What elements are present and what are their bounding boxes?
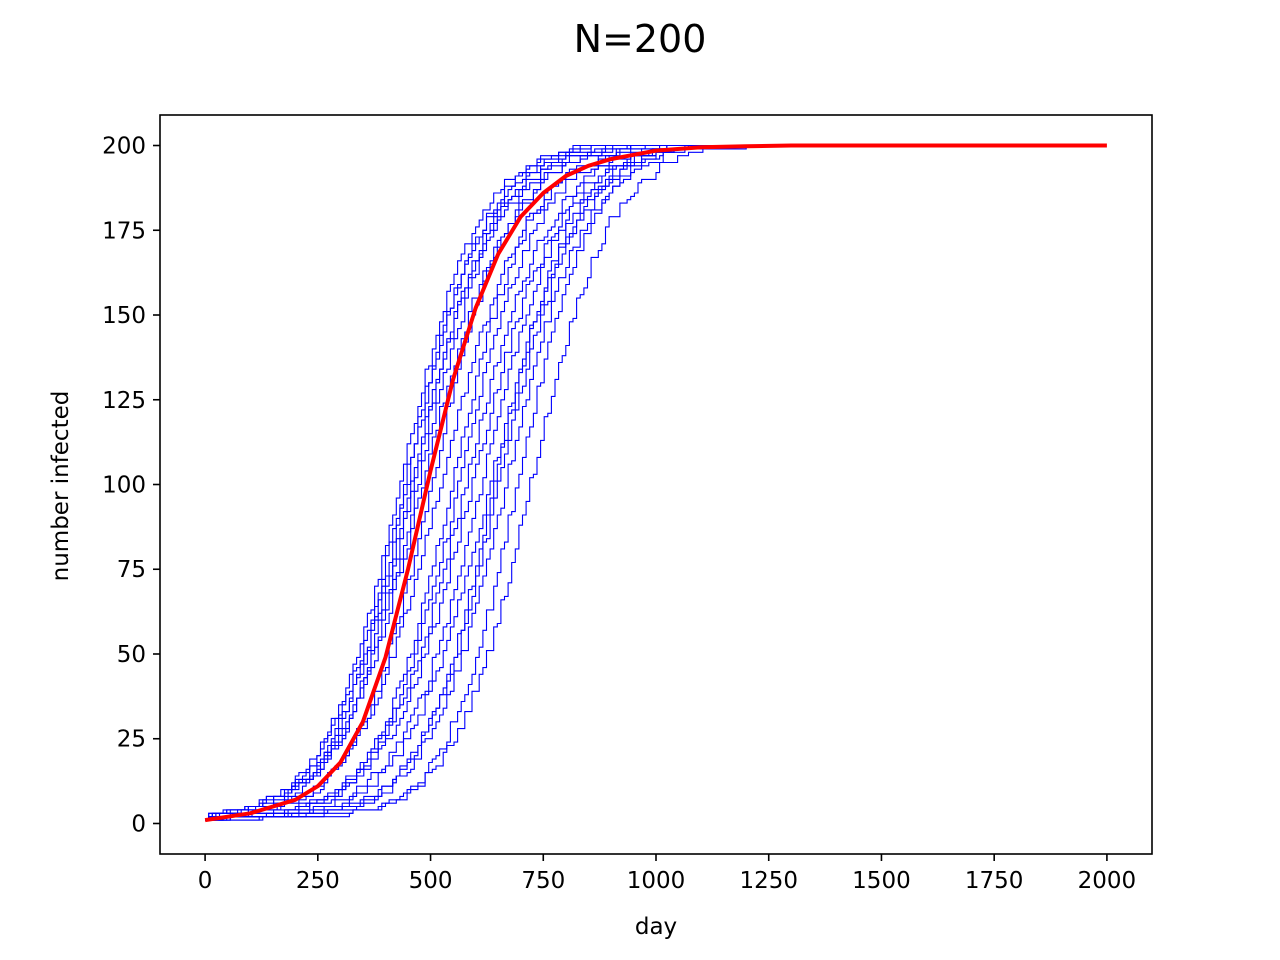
simulation-run-line [205,144,634,821]
simulation-run-line [205,144,665,821]
y-tick-label: 150 [102,303,146,329]
simulation-run-line [205,144,702,821]
chart-title: N=200 [574,17,707,61]
simulation-run-line [205,144,769,821]
y-tick-label: 200 [102,134,146,160]
simulation-run-line [205,144,837,821]
x-tick-label: 1250 [739,868,798,894]
x-tick-label: 500 [409,868,453,894]
x-tick-label: 1500 [852,868,911,894]
simulation-run-line [205,144,814,821]
x-axis: 0 250 500 750 1000 1250 1500 1750 2000 [198,854,1136,894]
simulation-run-line [205,144,904,821]
x-tick-label: 1750 [965,868,1024,894]
x-tick-label: 250 [296,868,340,894]
simulation-lines [205,144,950,821]
simulation-run-line [205,144,724,821]
y-tick-label: 0 [131,811,146,837]
mean-line [204,143,1107,823]
y-axis: 0 25 50 75 100 125 150 175 200 [102,134,160,837]
simulation-run-line [205,144,693,821]
simulation-run-line [205,144,607,821]
x-tick-label: 1000 [627,868,686,894]
y-tick-label: 75 [117,557,146,583]
y-tick-label: 25 [117,727,146,753]
x-tick-label: 0 [198,868,213,894]
plot-frame [159,114,1153,855]
simulation-run-line [205,144,882,821]
x-tick-label: 750 [521,868,565,894]
y-axis-label: number infected [48,391,74,582]
y-tick-label: 125 [102,388,146,414]
x-tick-label: 2000 [1078,868,1137,894]
simulation-run-line [205,144,679,821]
y-tick-label: 50 [117,642,146,668]
simulation-run-line [205,144,859,821]
x-axis-label: day [635,914,677,940]
y-tick-label: 100 [102,473,146,499]
y-tick-label: 175 [102,218,146,244]
mean-curve-line [204,143,1107,823]
